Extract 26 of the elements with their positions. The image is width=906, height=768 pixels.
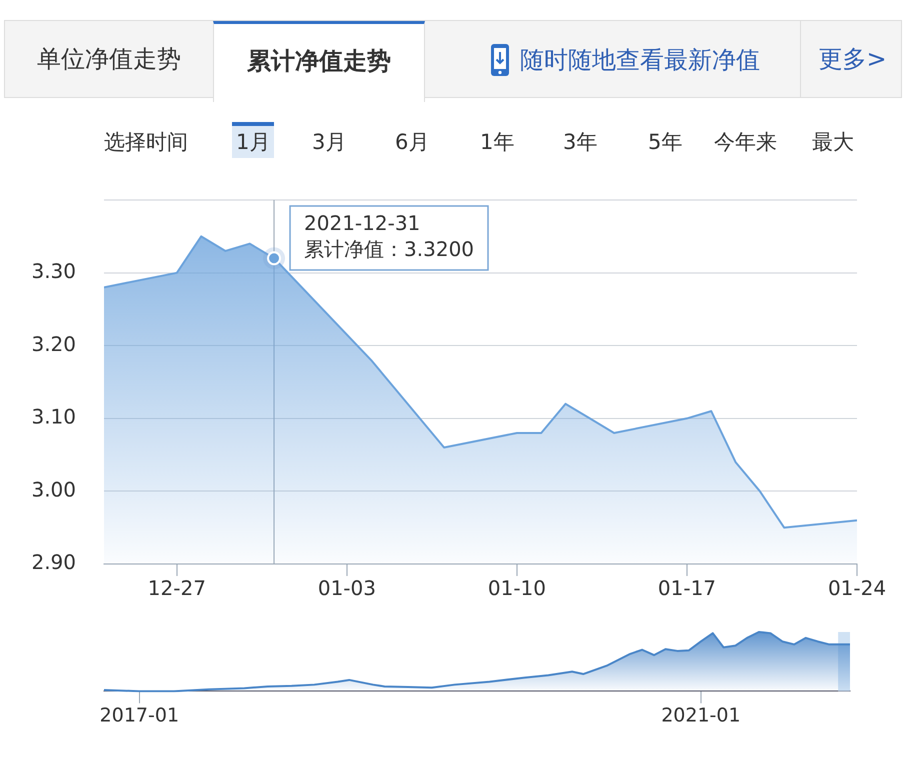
x-tick-label: 01-03 (318, 576, 376, 600)
y-tick-label: 2.90 (31, 550, 76, 574)
y-tick-label: 3.20 (31, 332, 76, 356)
x-tick-label: 01-17 (658, 576, 716, 600)
y-tick-label: 3.10 (31, 404, 76, 429)
text: 选择时间 (104, 129, 188, 156)
text: 3年 (563, 129, 598, 156)
text: 5年 (648, 129, 682, 156)
x-tick-label: 2021-01 (661, 704, 741, 727)
text: 累计净值走势 (213, 21, 425, 102)
x-tick-label: 01-24 (828, 576, 886, 600)
x-tick-label: 12-27 (148, 576, 206, 600)
text: 6月 (395, 129, 430, 156)
x-tick-label: 01-10 (488, 576, 546, 600)
text: 1月 (232, 122, 274, 158)
text: 3月 (312, 129, 346, 156)
text: 1年 (480, 129, 514, 156)
y-tick-label: 3.00 (31, 477, 76, 502)
x-tick-label: 2017-01 (100, 704, 180, 727)
text: 单位净值走势 (36, 44, 182, 75)
text: 随时随地查看最新净值 (520, 46, 760, 74)
text: 更多> (800, 21, 904, 98)
text: 最大 (812, 129, 854, 156)
y-tick-label: 3.30 (31, 259, 76, 284)
annotation: 2021-12-31 累计净值：3.3200 (304, 211, 474, 262)
text: 今年来 (714, 129, 777, 156)
